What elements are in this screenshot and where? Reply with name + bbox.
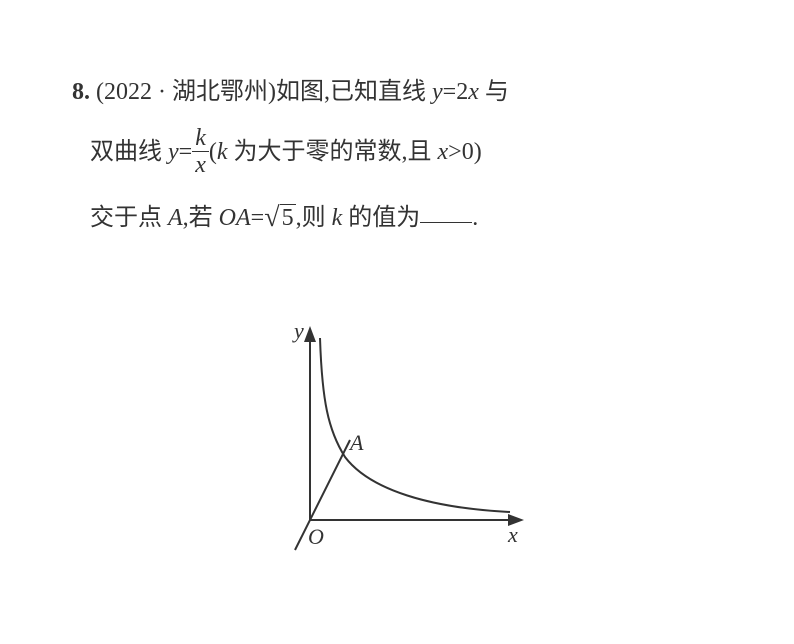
paren-open: ( bbox=[209, 139, 217, 165]
x-axis-label: x bbox=[507, 522, 518, 547]
var-k-cond: k bbox=[217, 139, 228, 165]
gt-sym: > bbox=[448, 139, 462, 165]
eq2-eq: = bbox=[179, 139, 193, 165]
text-10: 的值为 bbox=[342, 205, 420, 231]
eq-sym-2: = bbox=[251, 205, 265, 231]
fraction: kx bbox=[192, 125, 209, 179]
eq1-x: x bbox=[468, 79, 479, 105]
answer-blank bbox=[420, 221, 472, 223]
period: . bbox=[472, 205, 478, 231]
source-prefix: (2022 bbox=[96, 79, 152, 105]
eq1-eq: = bbox=[443, 79, 457, 105]
text-2: 与 bbox=[479, 79, 509, 105]
page-container: 8. (2022 · 湖北鄂州)如图,已知直线 y=2x 与 双曲线 y=kx(… bbox=[0, 0, 794, 644]
text-9: ,则 bbox=[296, 205, 332, 231]
var-x-cond: x bbox=[438, 139, 449, 165]
figure-container: y x O A bbox=[250, 310, 550, 590]
text-1: 如图,已知直线 bbox=[276, 79, 432, 105]
text-8: ,若 bbox=[183, 205, 219, 231]
eq1-y: y bbox=[432, 79, 443, 105]
var-k: k bbox=[332, 205, 343, 231]
figure-svg: y x O A bbox=[250, 310, 550, 590]
eq1-coef: 2 bbox=[456, 79, 468, 105]
origin-label: O bbox=[308, 524, 324, 549]
problem-text: 8. (2022 · 湖北鄂州)如图,已知直线 y=2x 与 双曲线 y=kx(… bbox=[72, 62, 722, 252]
radical-sign: √ bbox=[264, 202, 279, 233]
radicand: 5 bbox=[280, 204, 296, 231]
eq2-y: y bbox=[168, 139, 179, 165]
hyperbola-curve bbox=[320, 338, 510, 512]
point-A-text: A bbox=[168, 205, 183, 231]
y-axis-label: y bbox=[292, 318, 304, 343]
text-3: 双曲线 bbox=[90, 139, 168, 165]
zero: 0 bbox=[462, 139, 474, 165]
frac-numerator: k bbox=[192, 125, 209, 152]
sqrt-expr: √5 bbox=[264, 182, 295, 252]
text-5: 为大于零的常数,且 bbox=[228, 139, 438, 165]
source-dot: · bbox=[158, 79, 166, 105]
point-A-label: A bbox=[348, 430, 364, 455]
source-region: 湖北鄂州) bbox=[172, 79, 276, 105]
segment-OA: OA bbox=[219, 205, 251, 231]
question-number: 8. bbox=[72, 79, 90, 105]
frac-denominator: x bbox=[192, 152, 209, 178]
text-7: 交于点 bbox=[90, 205, 168, 231]
paren-close: ) bbox=[474, 139, 482, 165]
